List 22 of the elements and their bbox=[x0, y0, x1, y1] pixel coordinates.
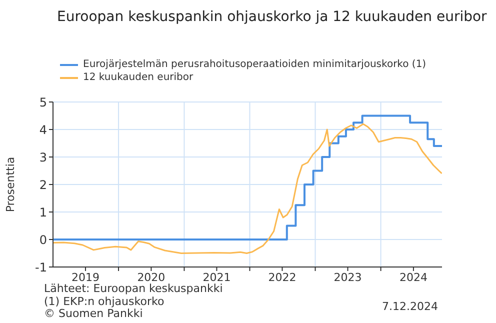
x-tick-label: 2023 bbox=[334, 270, 362, 284]
y-axis-title: Prosenttia bbox=[4, 156, 17, 212]
y-tick-label: 4 bbox=[39, 122, 47, 137]
chart-title: Euroopan keskuspankin ohjauskorko ja 12 kuukauden euribor bbox=[57, 9, 487, 25]
y-tick-label: 5 bbox=[39, 95, 47, 110]
text: © Suomen Pankki bbox=[44, 307, 143, 320]
x-tick-label: 2020 bbox=[137, 270, 166, 284]
x-tick-label: 2021 bbox=[202, 270, 231, 284]
legend-label: 12 kuukauden euribor bbox=[83, 71, 194, 84]
y-tick-label: 1 bbox=[39, 205, 47, 220]
text: 7.12.2024 bbox=[382, 300, 438, 313]
y-tick-label: -1 bbox=[35, 260, 47, 274]
x-tick-label: 2022 bbox=[268, 270, 296, 284]
y-tick-label: 2 bbox=[39, 178, 47, 192]
y-tick-label: 0 bbox=[39, 232, 47, 247]
x-tick-label: 2019 bbox=[71, 270, 100, 284]
legend-label: Eurojärjestelmän perusrahoitusoperaatioiden minimitarjouskorko (1) bbox=[83, 58, 426, 71]
y-tick-label: 3 bbox=[39, 150, 47, 164]
line-series bbox=[53, 123, 442, 254]
text: Lähteet: Euroopan keskuspankki bbox=[44, 282, 223, 296]
text: (1) EKP:n ohjauskorko bbox=[44, 294, 166, 308]
x-tick-label: 2024 bbox=[399, 270, 428, 284]
